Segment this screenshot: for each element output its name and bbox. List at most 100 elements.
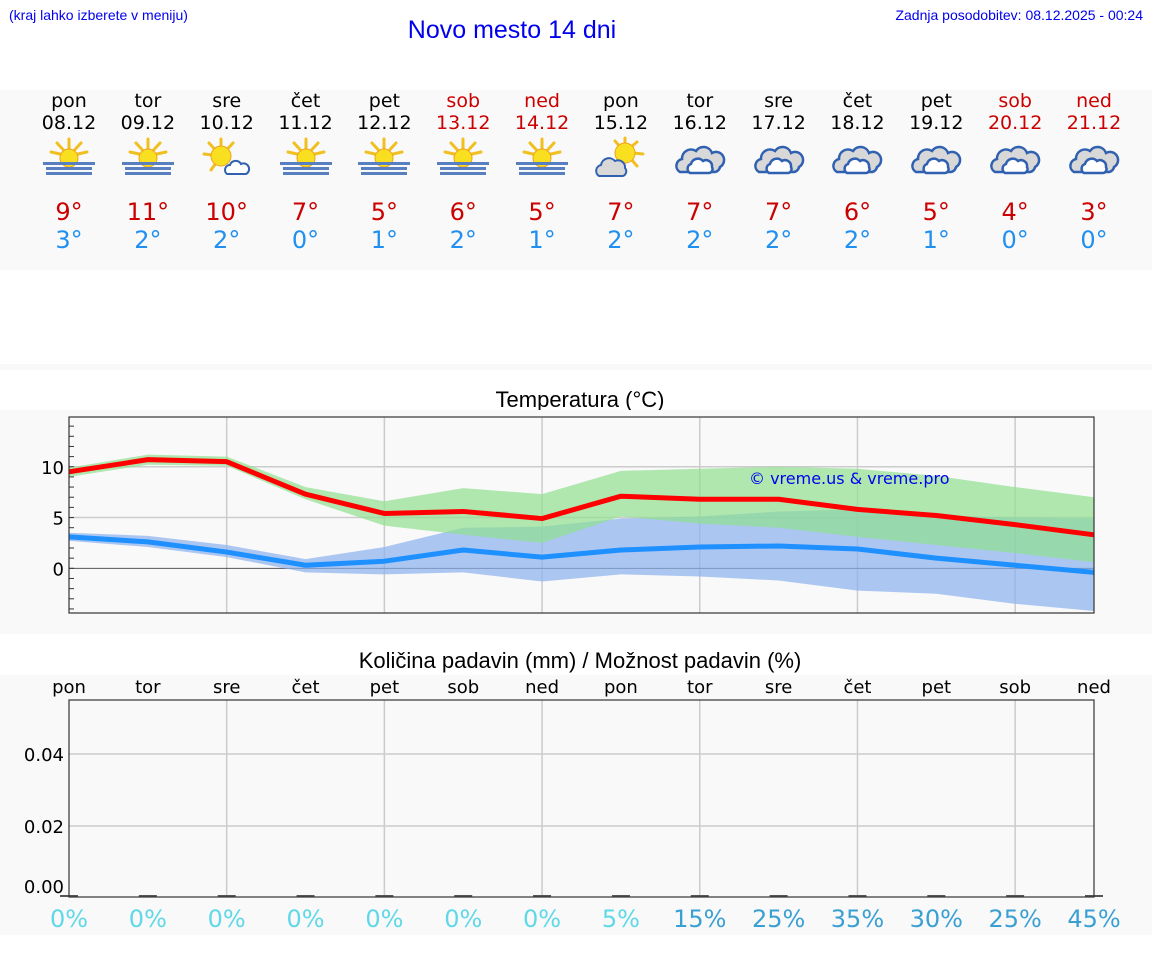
last-update: Zadnja posodobitev: 08.12.2025 - 00:24 [895, 7, 1143, 23]
min-temp: 2° [213, 226, 241, 254]
day-label: čet [843, 677, 871, 698]
day-name: sob [998, 90, 1032, 112]
cloudy-icon [751, 136, 807, 178]
day-date: 18.12 [830, 112, 885, 134]
min-temp: 1° [370, 226, 399, 254]
day-label: tor [687, 677, 713, 698]
max-temp: 9° [55, 198, 83, 226]
day-date: 12.12 [357, 112, 412, 134]
day-name: čet [290, 90, 321, 112]
partly-cloudy-icon [593, 136, 649, 178]
day-name: pon [51, 90, 87, 112]
min-temp: 2° [686, 226, 714, 254]
precipitation-chart: pon tor sre čet pet sob ned pon tor sre čet pet sob n… [24, 677, 1121, 933]
temperature-chart-title: Temperatura (°C) [495, 387, 665, 412]
precip-chart-panel: pon tor sre čet pet sob ned pon tor sre čet pet sob n… [0, 675, 1152, 935]
cloudy-icon [908, 136, 964, 178]
y-tick-label: 0.04 [24, 745, 64, 766]
divider [0, 364, 1152, 370]
day-name: ned [524, 90, 560, 112]
y-tick-label: 0.02 [24, 817, 64, 838]
day-label: sob [447, 677, 479, 698]
day-date: 19.12 [909, 112, 964, 134]
day-date: 15.12 [593, 112, 649, 134]
sun-fog-icon [435, 136, 491, 178]
day-label: čet [292, 677, 320, 698]
day-date: 09.12 [120, 112, 176, 134]
temperature-chart-panel: 0 5 10 © vreme.us & vreme.pro [0, 410, 1152, 634]
precip-chance-label: 0% [50, 905, 88, 933]
day-label: pon [604, 677, 638, 698]
daily-forecast-strip: pon 08.12 9° 3° tor 09.12 11° 2° sre 10.12 [0, 90, 1152, 270]
day-date: 21.12 [1066, 112, 1122, 134]
copyright-watermark: © vreme.us & vreme.pro [749, 469, 950, 488]
day-date: 08.12 [41, 112, 97, 134]
sun-fog-icon [41, 136, 97, 178]
cloudy-icon [829, 136, 885, 178]
cloudy-icon [987, 136, 1043, 178]
y-tick-label: 0.00 [24, 877, 64, 898]
max-temp: 6° [843, 198, 872, 226]
day-label: pet [922, 677, 952, 698]
sun-fog-icon [514, 136, 570, 178]
max-temp: 5° [528, 198, 556, 226]
precip-chance-label: 25% [752, 905, 805, 933]
min-temp: 2° [449, 226, 477, 254]
day-date: 16.12 [672, 112, 727, 134]
precip-chance-label: 5% [602, 905, 640, 933]
day-date: 17.12 [751, 112, 806, 134]
min-temp: 3° [55, 226, 83, 254]
precip-chance-label: 25% [988, 905, 1041, 933]
min-temp: 0° [291, 226, 320, 254]
precip-chance-label: 30% [910, 905, 963, 933]
y-tick-label: 10 [41, 458, 64, 479]
sun-fog-icon [356, 136, 412, 178]
precip-chart-title: Količina padavin (mm) / Možnost padavin … [358, 648, 802, 673]
day-label: sob [999, 677, 1031, 698]
precip-chance-label: 15% [673, 905, 726, 933]
sun-small-cloud-icon [199, 136, 255, 178]
precip-chance-label: 0% [129, 905, 167, 933]
day-label: ned [525, 677, 559, 698]
day-label: sre [765, 677, 792, 698]
min-temp: 2° [764, 226, 793, 254]
max-temp: 5° [922, 198, 950, 226]
precip-chance-label: 35% [831, 905, 884, 933]
day-label: sre [213, 677, 240, 698]
y-tick-label: 5 [53, 509, 64, 530]
precip-chance-label: 45% [1067, 905, 1120, 933]
max-temp: 5° [370, 198, 399, 226]
page-title: Novo mesto 14 dni [407, 16, 617, 44]
precip-chance-label: 0% [523, 905, 561, 933]
max-temp: 4° [1001, 198, 1029, 226]
precip-chance-label: 0% [286, 905, 324, 933]
max-temp: 7° [291, 198, 320, 226]
min-temp: 2° [607, 226, 635, 254]
day-date: 13.12 [436, 112, 491, 134]
location-hint[interactable]: (kraj lahko izberete v meniju) [9, 7, 188, 23]
precip-chance-label: 0% [444, 905, 482, 933]
min-temp: 0° [1080, 226, 1108, 254]
day-name: sre [764, 90, 794, 112]
min-temp: 1° [922, 226, 950, 254]
max-temp: 10° [205, 198, 248, 226]
day-name: sob [446, 90, 481, 112]
day-name: čet [842, 90, 873, 112]
sun-fog-icon [120, 136, 176, 178]
day-name: pet [920, 90, 952, 112]
day-date: 10.12 [199, 112, 254, 134]
max-temp: 3° [1080, 198, 1108, 226]
min-temp: 2° [843, 226, 872, 254]
day-date: 11.12 [278, 112, 333, 134]
precip-chance-label: 0% [208, 905, 246, 933]
day-name: pon [603, 90, 639, 112]
day-label: ned [1077, 677, 1111, 698]
max-temp: 7° [686, 198, 714, 226]
max-temp: 7° [764, 198, 793, 226]
day-label: pet [370, 677, 400, 698]
y-tick-label: 0 [53, 559, 64, 580]
min-temp: 1° [528, 226, 556, 254]
day-label: tor [135, 677, 161, 698]
day-name: sre [212, 90, 242, 112]
cloudy-icon [672, 136, 728, 178]
